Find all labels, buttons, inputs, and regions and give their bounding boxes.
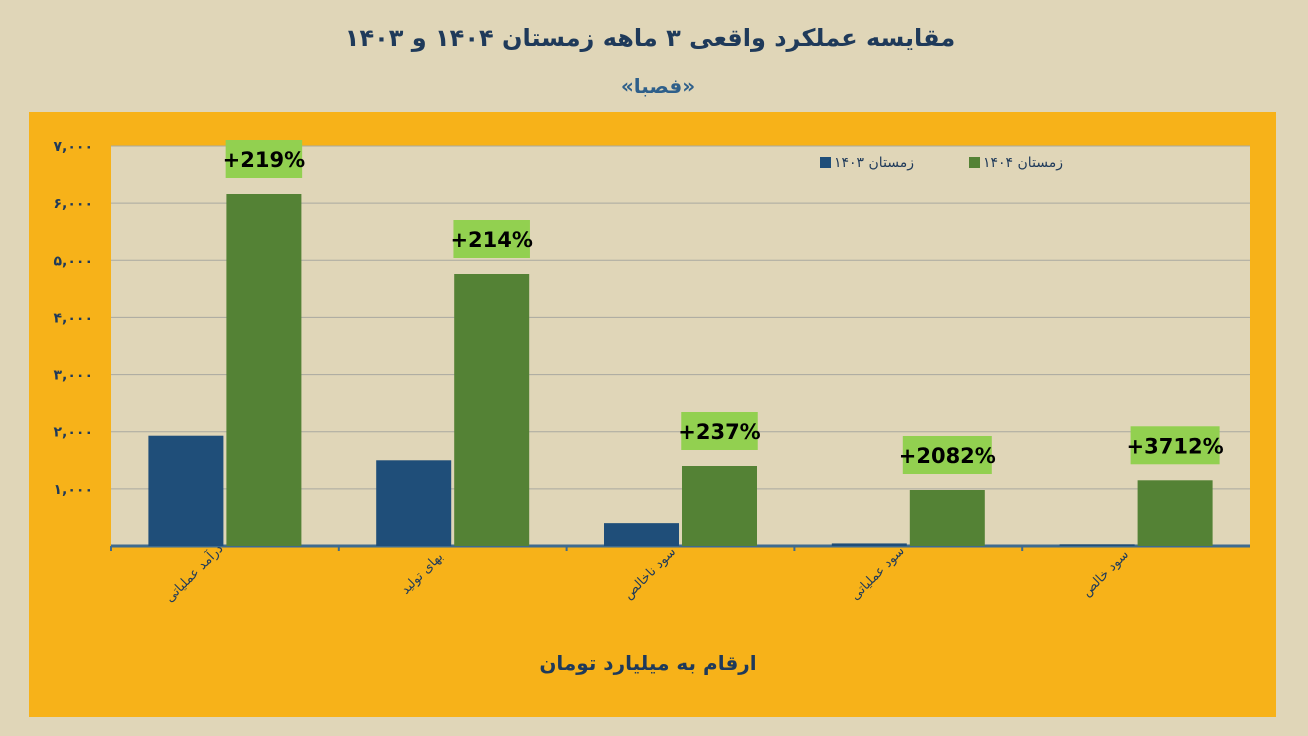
x-tick-label: سود ناخالص bbox=[621, 545, 679, 603]
chart-subtitle: «فصبا» bbox=[620, 74, 696, 98]
y-tick-label: ۳,۰۰۰ bbox=[54, 368, 94, 384]
y-tick-label: ۶,۰۰۰ bbox=[54, 196, 94, 212]
bar-1403-2 bbox=[376, 460, 452, 546]
x-tick-label: سود خالص bbox=[1079, 547, 1132, 600]
legend-swatch bbox=[969, 157, 980, 168]
legend-swatch bbox=[820, 157, 831, 168]
legend-label: زمستان ۱۴۰۴ bbox=[983, 155, 1063, 171]
x-tick-label: درآمد عملیاتی bbox=[161, 540, 227, 606]
pct-change-box bbox=[681, 412, 758, 450]
pct-change-box bbox=[1130, 426, 1220, 465]
bar-1404-3 bbox=[682, 466, 757, 546]
y-tick-label: ۵,۰۰۰ bbox=[54, 253, 94, 269]
bar-1404-4 bbox=[909, 490, 985, 546]
y-tick-label: ۱,۰۰۰ bbox=[54, 482, 94, 498]
pct-change-label: +214% bbox=[450, 228, 532, 252]
bar-1403-1 bbox=[148, 435, 224, 546]
pct-change-box bbox=[225, 140, 303, 178]
pct-change-box bbox=[902, 436, 992, 474]
chart-panel: ۱,۰۰۰ ۲,۰۰۰ ۳,۰۰۰ ۴,۰۰۰ ۵,۰۰۰ ۶,۰۰۰ ۷,۰۰۰ +219%… bbox=[29, 112, 1276, 717]
x-tick-label: سود عملیاتی bbox=[848, 544, 908, 604]
y-tick-label: ۷,۰۰۰ bbox=[54, 139, 94, 155]
pct-change-label: +2082% bbox=[899, 444, 996, 468]
bar-1403-5 bbox=[1059, 544, 1135, 546]
x-axis-title: ارقام به میلیارد تومان bbox=[539, 651, 756, 675]
pct-change-label: +219% bbox=[223, 148, 305, 172]
bar-chart: ۱,۰۰۰ ۲,۰۰۰ ۳,۰۰۰ ۴,۰۰۰ ۵,۰۰۰ ۶,۰۰۰ ۷,۰۰۰ +219%… bbox=[54, 139, 1250, 675]
bar-1403-3 bbox=[604, 523, 679, 546]
bar-1404-5 bbox=[1137, 480, 1213, 546]
y-tick-label: ۲,۰۰۰ bbox=[54, 425, 94, 441]
chart-title: مقایسه عملکرد واقعی ۳ ماهه زمستان ۱۴۰۴ و… bbox=[344, 24, 956, 52]
pct-change-label: +3712% bbox=[1127, 434, 1224, 458]
bar-1404-1 bbox=[226, 194, 302, 546]
pct-change-label: +237% bbox=[678, 420, 760, 444]
bar-1404-2 bbox=[454, 274, 530, 546]
y-tick-label: ۴,۰۰۰ bbox=[54, 310, 94, 326]
bar-1403-4 bbox=[831, 543, 907, 546]
pct-change-box bbox=[453, 220, 530, 258]
legend-label: زمستان ۱۴۰۳ bbox=[834, 155, 914, 171]
x-tick-label: بهای تولید bbox=[398, 550, 446, 598]
